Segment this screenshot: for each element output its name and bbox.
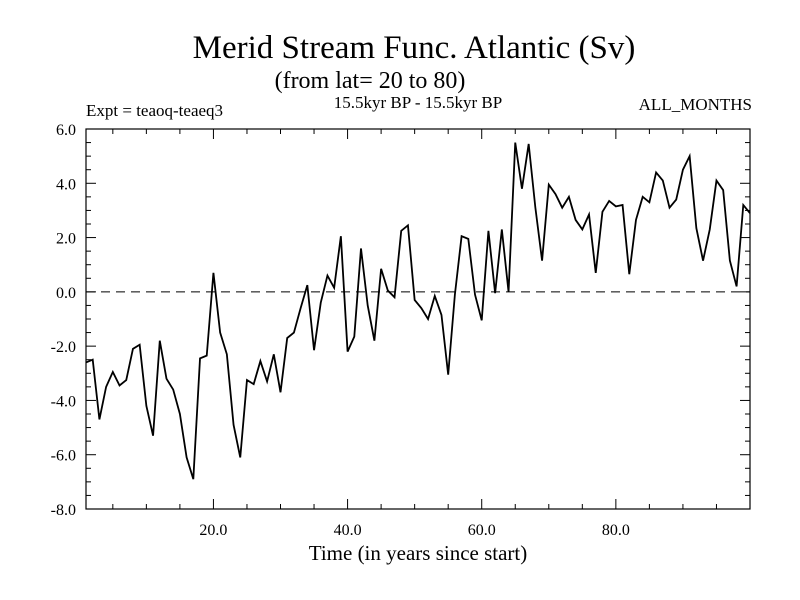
x-tick-label: 40.0 bbox=[334, 522, 362, 539]
months-label: ALL_MONTHS bbox=[639, 95, 752, 114]
x-tick-label: 20.0 bbox=[199, 522, 227, 539]
y-tick-label: -2.0 bbox=[51, 339, 76, 356]
x-axis-label: Time (in years since start) bbox=[309, 541, 528, 565]
y-tick-label: -4.0 bbox=[51, 393, 76, 410]
chart-subtitle: (from lat= 20 to 80) bbox=[275, 68, 466, 94]
x-tick-label: 80.0 bbox=[602, 522, 630, 539]
chart-title: Merid Stream Func. Atlantic (Sv) bbox=[193, 30, 636, 66]
y-tick-label: 0.0 bbox=[56, 285, 76, 302]
period-label: 15.5kyr BP - 15.5kyr BP bbox=[334, 93, 502, 112]
x-tick-label: 60.0 bbox=[468, 522, 496, 539]
y-tick-label: -8.0 bbox=[51, 502, 76, 519]
y-tick-label: 6.0 bbox=[56, 122, 76, 139]
series-line bbox=[85, 142, 751, 480]
plot-area: 6.0 4.0 2.0 0.0 -2.0 -4.0 -6.0 -8.0 20.0 40.0 60.0… bbox=[51, 122, 751, 539]
y-tick-label: 4.0 bbox=[56, 176, 76, 193]
y-tick-label: -6.0 bbox=[51, 448, 76, 465]
expt-label: Expt = teaoq-teaeq3 bbox=[86, 101, 223, 120]
y-tick-label: 2.0 bbox=[56, 231, 76, 248]
